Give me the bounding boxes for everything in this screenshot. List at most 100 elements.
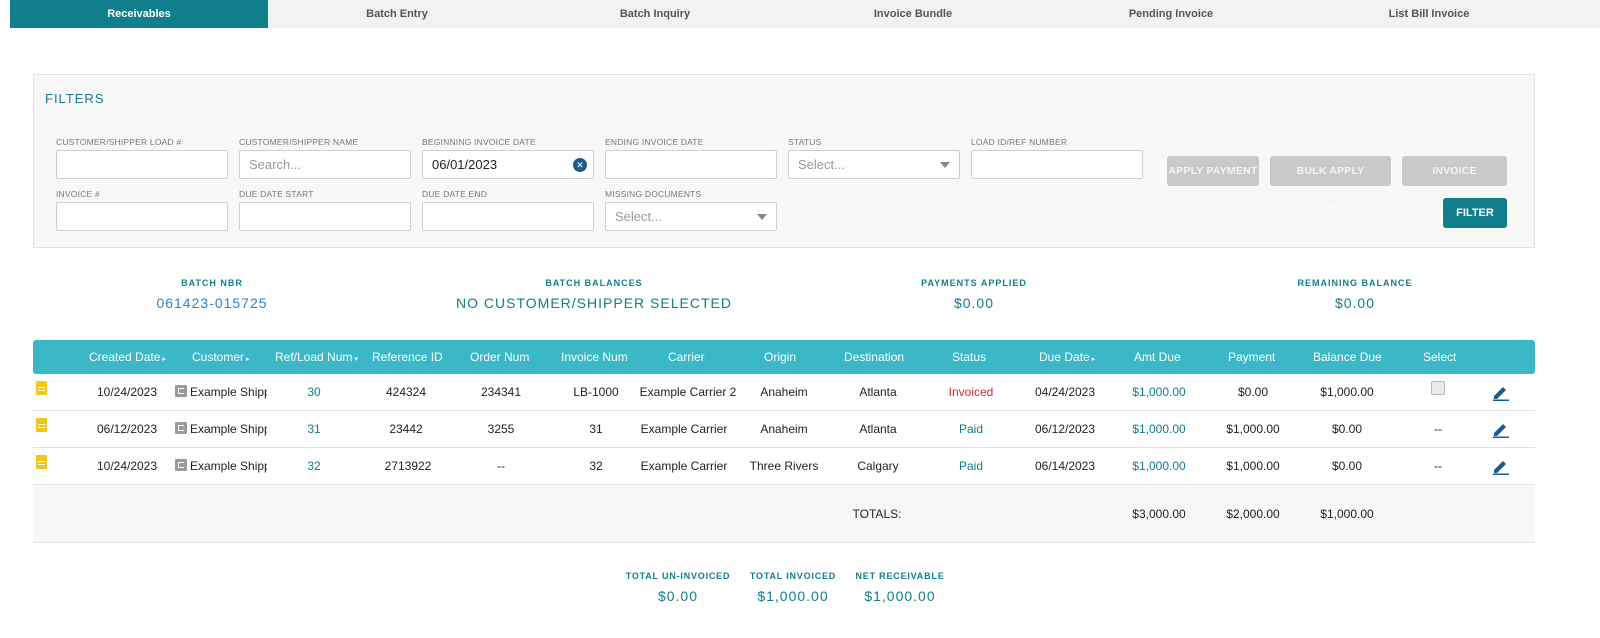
filter-button[interactable]: FILTER [1443,198,1507,228]
col-origin: Origin [764,350,797,364]
remaining-balance-summary: REMAINING BALANCE $0.00 [1275,278,1435,311]
tab-pending-invoice[interactable]: Pending Invoice [1128,8,1214,20]
cell-balance: $0.00 [1331,459,1363,473]
due-start-input[interactable] [239,202,411,231]
invoice-num-input[interactable] [56,202,228,231]
cell-customer: Example Shipper [175,448,267,485]
cell-invoice: 31 [589,422,603,436]
cell-ref-link[interactable]: 32 [307,459,321,473]
chevron-down-icon [940,162,950,168]
cell-created: 06/12/2023 [96,422,158,436]
due-end-input[interactable] [422,202,594,231]
cell-order: -- [497,459,505,473]
col-payment: Payment [1228,350,1276,364]
col-created-date-label: Created Date [89,350,161,364]
cell-amt-due[interactable]: $1,000.00 [1132,422,1186,436]
end-date-field: ENDING INVOICE DATE [605,136,777,179]
begin-date-field: BEGINNING INVOICE DATE 06/01/2023 ✕ [422,136,594,179]
tab-receivables[interactable]: Receivables [10,0,268,28]
cell-ref-link[interactable]: 31 [307,422,321,436]
cell-select: -- [1434,422,1442,436]
begin-date-value: 06/01/2023 [432,157,498,172]
apply-payment-button[interactable]: APPLY PAYMENT [1167,156,1259,186]
filters-panel: FILTERS CUSTOMER/SHIPPER LOAD # CUSTOMER… [33,74,1535,248]
col-due-date-label: Due Date [1039,350,1090,364]
col-status: Status [952,350,987,364]
customer-load-input[interactable] [56,150,228,179]
cell-balance: $0.00 [1331,422,1363,436]
cell-destination: Atlanta [859,422,897,436]
col-carrier: Carrier [668,350,705,364]
net-receivable-value: $1,000.00 [864,588,936,604]
cell-reference-id: 424324 [385,385,427,399]
col-ref-load[interactable]: Ref/Load Num ▾ [275,340,358,374]
wallet-icon [175,459,187,471]
col-customer[interactable]: Customer ▸ [192,340,250,374]
cell-customer-name: Example Shipper [190,459,267,473]
missing-docs-placeholder: Select... [615,209,662,224]
col-destination: Destination [844,350,905,364]
table-row: 10/24/2023 Example Shipper 30 424324 234… [33,374,1535,411]
document-icon[interactable] [36,455,47,469]
customer-name-input[interactable]: Search... [239,150,411,179]
customer-name-label: CUSTOMER/SHIPPER NAME [239,137,359,147]
cell-reference-id: 2713922 [384,459,432,473]
customer-load-label: CUSTOMER/SHIPPER LOAD # [56,137,182,147]
col-amt-due: Amt Due [1134,350,1181,364]
cell-invoice: 32 [589,459,603,473]
cell-payment: $0.00 [1237,385,1269,399]
cell-order: 3255 [487,422,515,436]
col-created-date[interactable]: Created Date ▸ [89,340,166,374]
status-select[interactable]: Select... [788,150,960,179]
totals-amt-due: $3,000.00 [1132,507,1186,521]
tab-list-bill-invoice[interactable]: List Bill Invoice [1388,8,1470,20]
missing-docs-select[interactable]: Select... [605,202,777,231]
load-id-input[interactable] [971,150,1143,179]
table-row: 06/12/2023 Example Shipper 31 23442 3255… [33,411,1535,448]
sort-right-icon: ▸ [162,356,166,363]
end-date-input[interactable] [605,150,777,179]
status-badge: Paid [958,422,984,436]
bulk-apply-payment-button[interactable]: BULK APPLY PAYMENT [1270,156,1391,207]
pencil-icon[interactable] [1492,383,1510,401]
cell-invoice: LB-1000 [573,385,619,399]
begin-date-input[interactable]: 06/01/2023 ✕ [422,150,594,179]
tab-invoice-bundle[interactable]: Invoice Bundle [873,8,953,20]
status-placeholder: Select... [798,157,845,172]
cell-ref-link[interactable]: 30 [307,385,321,399]
missing-docs-field: MISSING DOCUMENTS Select... [605,188,777,231]
total-invoiced-value: $1,000.00 [757,588,829,604]
cell-origin: Three Rivers [749,459,819,473]
cell-due: 06/12/2023 [1034,422,1096,436]
sort-right-icon: ▸ [246,356,250,363]
chevron-down-icon [757,214,767,220]
document-icon[interactable] [36,381,47,395]
tab-batch-inquiry[interactable]: Batch Inquiry [619,8,691,20]
tab-batch-entry[interactable]: Batch Entry [366,8,428,20]
pencil-icon[interactable] [1492,457,1510,475]
pencil-icon[interactable] [1492,420,1510,438]
top-tabs: Receivables Batch Entry Batch Inquiry In… [10,0,1600,28]
document-icon[interactable] [36,418,47,432]
wallet-icon [175,422,187,434]
cell-select: -- [1434,459,1442,473]
select-checkbox[interactable] [1431,381,1445,395]
clear-icon[interactable]: ✕ [573,158,587,172]
batch-nbr-value[interactable]: 061423-015725 [156,295,268,311]
total-uninvoiced-summary: TOTAL UN-INVOICED $0.00 [618,571,738,604]
cell-amt-due[interactable]: $1,000.00 [1132,459,1186,473]
total-uninvoiced-label: TOTAL UN-INVOICED [625,571,731,581]
col-due-date[interactable]: Due Date ▸ [1039,340,1095,374]
cell-origin: Anaheim [760,385,808,399]
wallet-icon [175,385,187,397]
cell-payment: $1,000.00 [1226,459,1280,473]
col-balance-due: Balance Due [1313,350,1382,364]
total-invoiced-summary: TOTAL INVOICED $1,000.00 [743,571,843,604]
cell-amt-due[interactable]: $1,000.00 [1132,385,1186,399]
cell-reference-id: 23442 [389,422,423,436]
sort-down-icon: ▾ [354,356,358,363]
due-start-label: DUE DATE START [239,189,314,199]
table-header: Created Date ▸ Customer ▸ Ref/Load Num ▾ Re… [33,340,1535,374]
customer-name-field: CUSTOMER/SHIPPER NAME Search... [239,136,411,179]
invoice-selected-button[interactable]: INVOICE SELECTED [1402,156,1507,207]
